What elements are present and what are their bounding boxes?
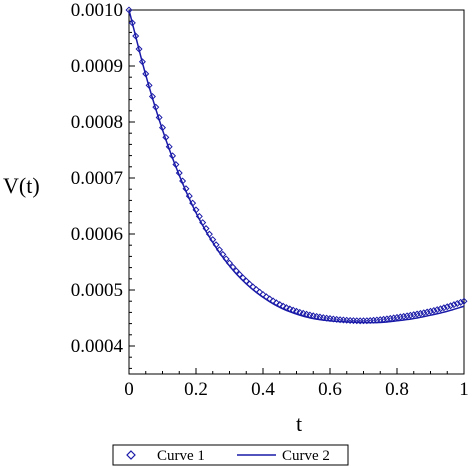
data-point-curve-1 [450,301,458,309]
data-point-curve-1 [453,299,461,308]
x-tick-label: 0.8 [385,379,409,400]
data-point-curve-1 [440,304,448,312]
data-point-curve-1 [460,297,468,305]
data-point-curve-1 [400,312,408,320]
data-point-curve-1 [433,306,441,314]
legend-label-curve-2: Curve 2 [282,448,330,464]
x-tick-label: 0.4 [251,379,275,400]
legend: Curve 1 Curve 2 [112,444,349,466]
y-axis-title: V(t) [3,173,40,198]
y-tick-label: 0.0008 [71,112,123,133]
data-point-curve-1 [410,311,418,319]
data-point-curve-1 [426,307,435,315]
legend-label-curve-1: Curve 1 [157,448,205,464]
legend-box [112,444,349,466]
data-point-curve-1 [416,309,424,317]
x-tick-label: 0.6 [318,379,342,400]
data-point-curve-1 [443,303,451,311]
data-point-curve-1 [447,302,455,310]
series-layer [125,6,468,325]
y-tick-label: 0.0007 [71,168,123,189]
y-tick-label: 0.0009 [71,56,123,77]
x-axis-title: t [296,411,302,436]
data-point-curve-1 [403,312,411,320]
x-tick-label: 1 [459,379,469,400]
y-tick-label: 0.0006 [71,224,123,245]
data-point-curve-1 [406,311,414,319]
data-point-curve-1 [423,308,431,316]
data-point-curve-1 [430,306,438,314]
x-tick-label: 0.2 [184,379,208,400]
y-axis: 0.0004 0.0005 0.0006 0.0007 0.0008 0.0009 0.00… [71,0,135,369]
data-point-curve-1 [420,309,428,317]
series-line-curve-2 [128,9,465,324]
data-point-curve-1 [413,310,421,318]
data-point-curve-1 [437,305,445,313]
y-tick-label: 0.0004 [71,336,124,357]
plot-frame [128,9,465,375]
legend-marker-curve-1 [126,450,136,460]
y-tick-label: 0.0010 [71,0,123,21]
x-axis: 0 0.2 0.4 0.6 0.8 1 [124,368,469,400]
y-tick-label: 0.0005 [71,280,123,301]
data-point-curve-1 [457,298,465,306]
x-tick-label: 0 [124,379,134,400]
